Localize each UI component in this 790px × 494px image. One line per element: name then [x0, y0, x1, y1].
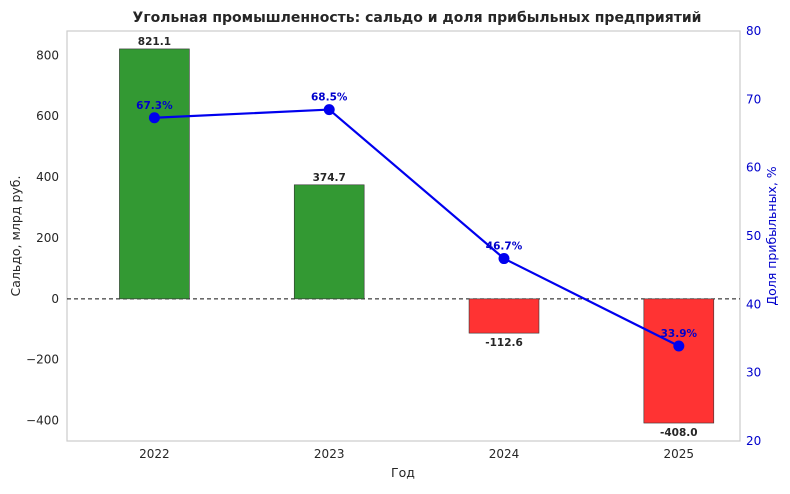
y2-tick-label: 50 — [746, 229, 761, 243]
y-tick-label: 800 — [36, 48, 59, 62]
y2-tick-label: 70 — [746, 92, 761, 106]
x-tick-label-2022: 2022 — [139, 447, 170, 461]
share-point-2022 — [148, 112, 160, 124]
share-point-2023 — [323, 104, 335, 116]
x-tick-label-2023: 2023 — [314, 447, 345, 461]
share-value-label-2022: 67.3% — [136, 100, 173, 112]
share-point-2024 — [498, 253, 510, 265]
bar-2023 — [293, 184, 365, 300]
share-line — [154, 108, 680, 348]
bar-2025 — [643, 298, 715, 424]
y2-tick-label: 80 — [746, 24, 761, 38]
share-value-label-2023: 68.5% — [311, 92, 348, 104]
y2-tick-label: 20 — [746, 434, 761, 448]
bar-value-label-2023: 374.7 — [313, 172, 346, 184]
share-point-2025 — [673, 340, 685, 352]
bar-value-label-2022: 821.1 — [138, 36, 171, 48]
share-value-label-2024: 46.7% — [486, 241, 523, 253]
y2-tick-label: 30 — [746, 366, 761, 380]
chart-title: Угольная промышленность: сальдо и доля п… — [133, 10, 702, 26]
y-tick-label: 200 — [36, 231, 59, 245]
share-value-label-2025: 33.9% — [661, 328, 698, 340]
y-tick-label: 400 — [36, 170, 59, 184]
y2-tick-label: 40 — [746, 297, 761, 311]
bar-2024 — [468, 298, 540, 334]
y-tick-label: 0 — [51, 292, 59, 306]
y-tick-label: −200 — [26, 353, 59, 367]
y2-tick-label: 60 — [746, 161, 761, 175]
y-tick-label: 600 — [36, 109, 59, 123]
x-axis-label: Год — [391, 465, 415, 480]
bar-value-label-2024: -112.6 — [485, 337, 523, 349]
x-tick-label-2025: 2025 — [664, 447, 695, 461]
y-axis-label: Сальдо, млрд руб. — [8, 176, 23, 297]
bar-value-label-2025: -408.0 — [660, 427, 698, 439]
plot-frame — [66, 30, 741, 442]
x-tick-label-2024: 2024 — [489, 447, 520, 461]
bar-2022 — [119, 48, 190, 300]
y-tick-label: −400 — [26, 414, 59, 428]
y2-axis-label: Доля прибыльных, % — [764, 166, 779, 305]
